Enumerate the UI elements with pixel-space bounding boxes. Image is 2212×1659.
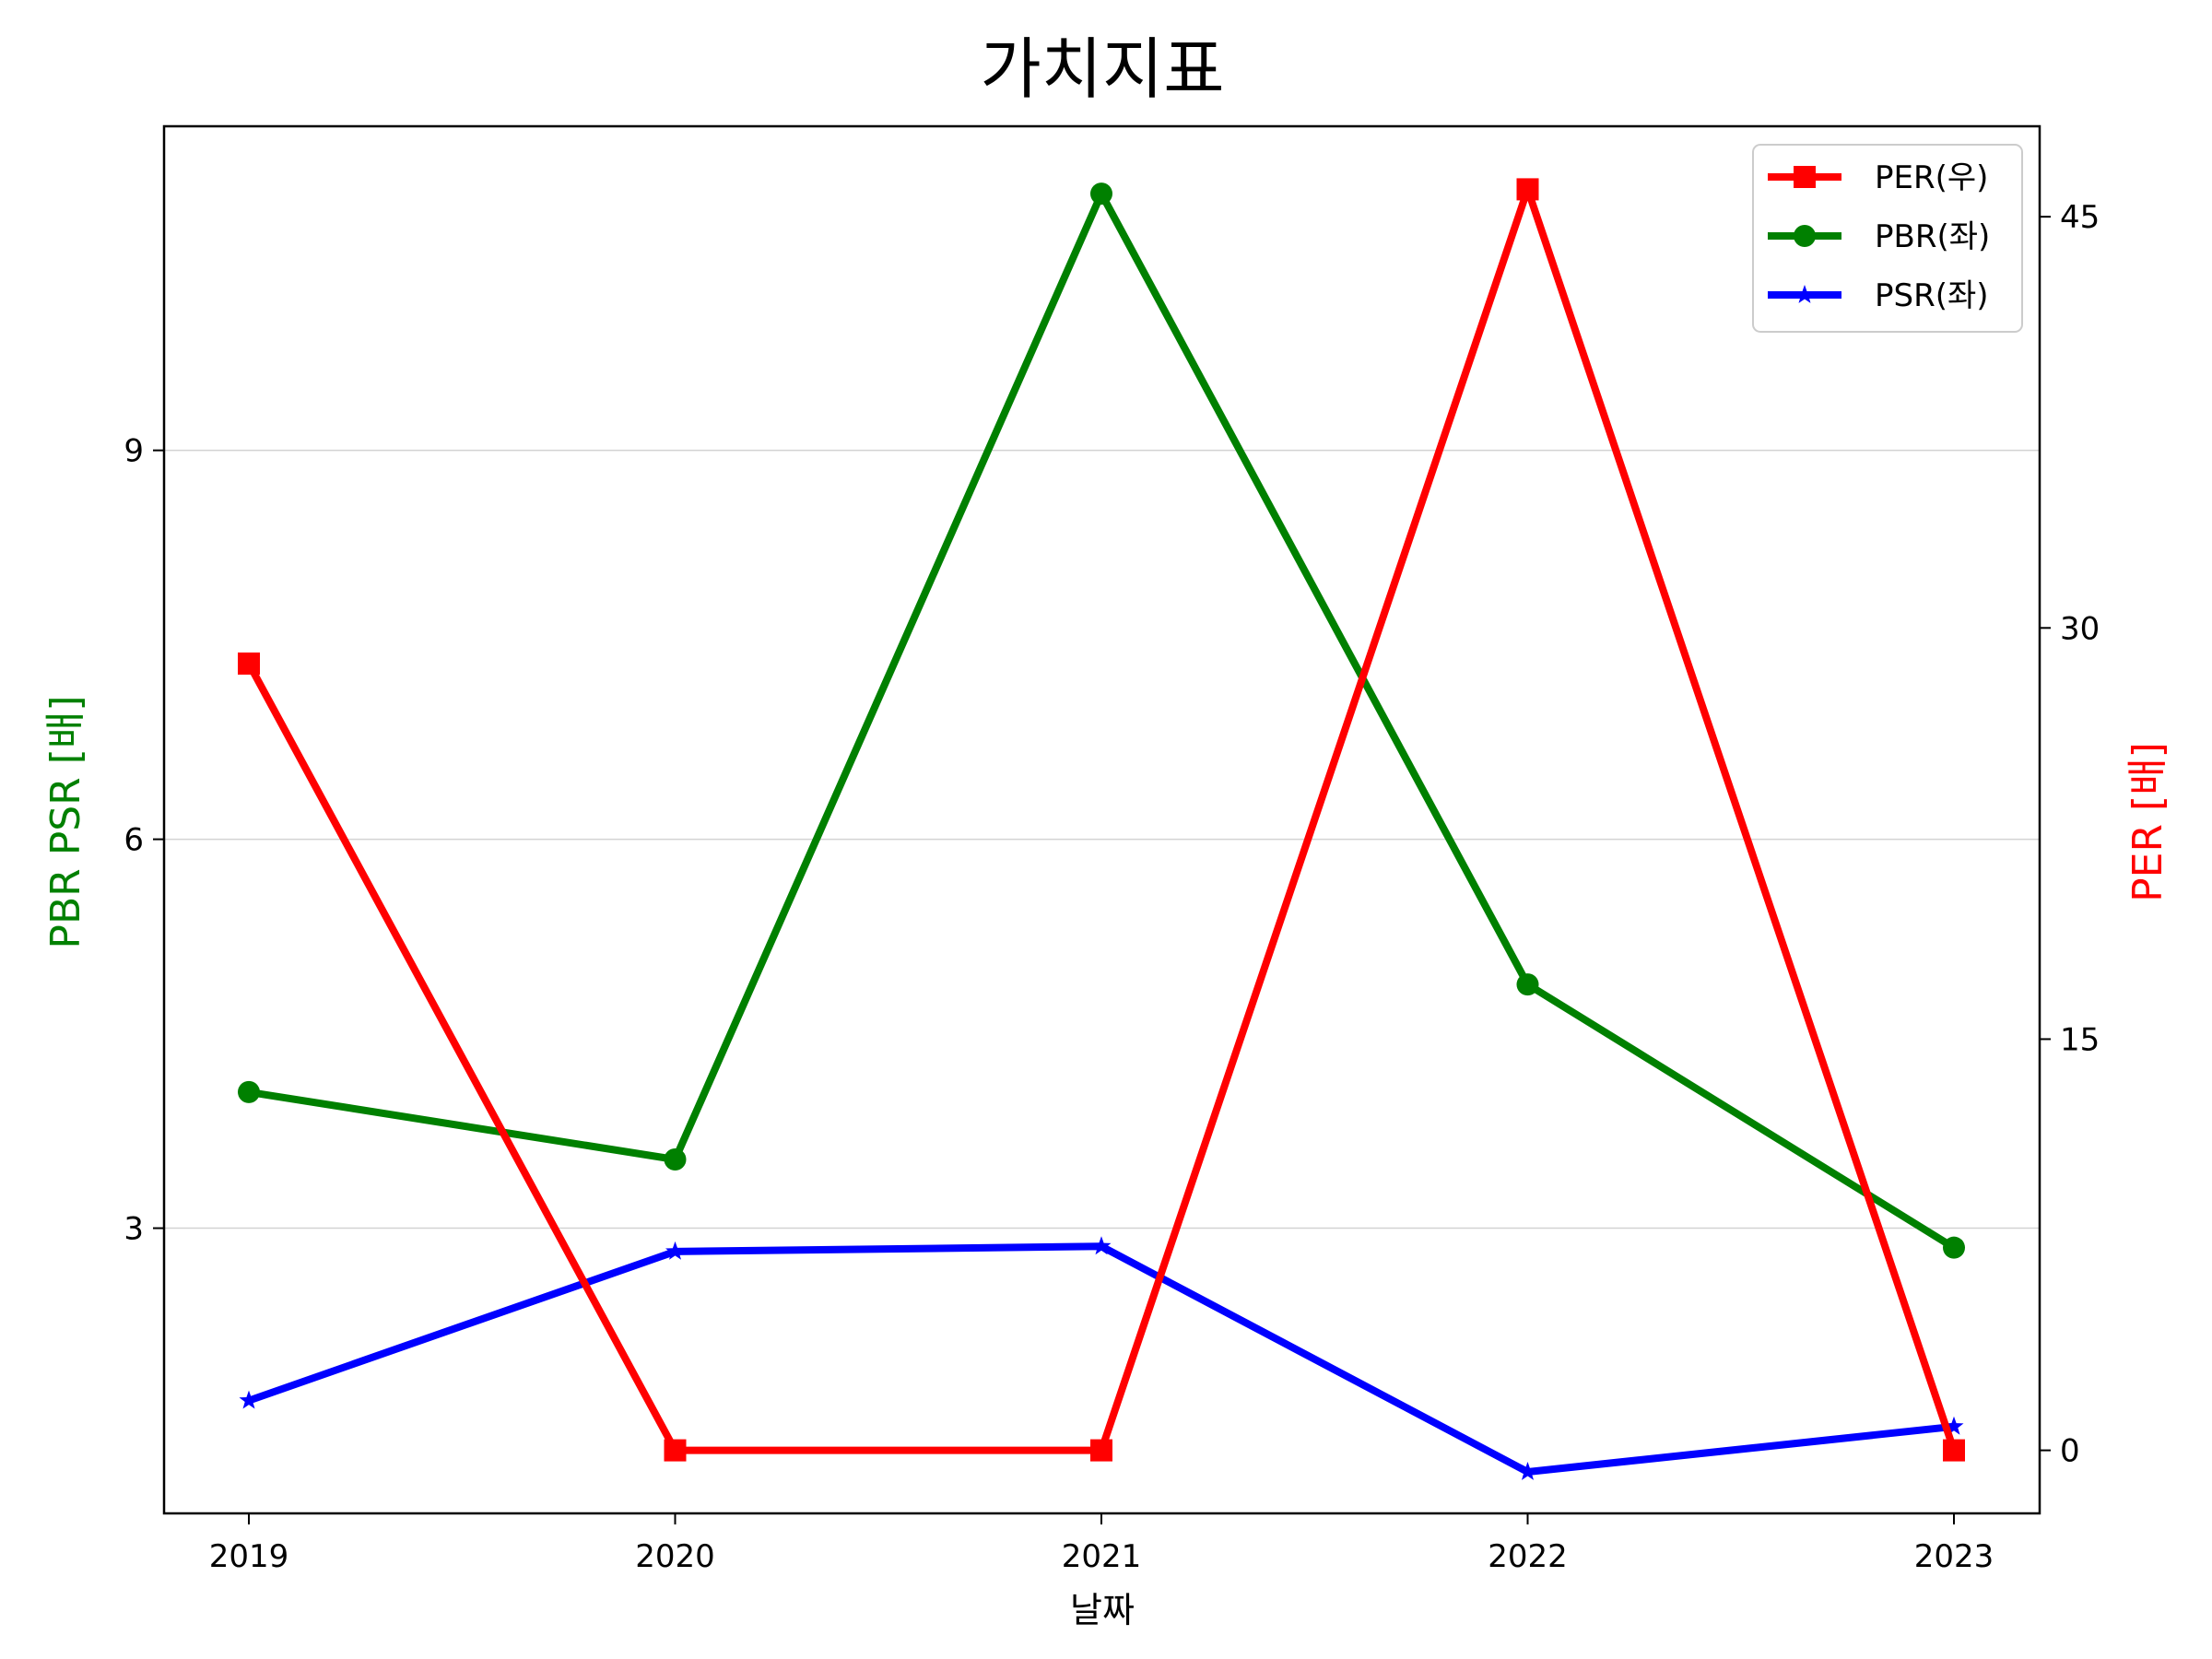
axes-layer: 3 6 9 0 15 30 45 2019 2020 2021 2022 2023 (124, 199, 2100, 1575)
x-tick-label: 2023 (1914, 1538, 1994, 1575)
x-tick-label: 2019 (209, 1538, 289, 1575)
data-point-pbr (1943, 1236, 1965, 1259)
data-point-pbr (664, 1148, 687, 1171)
grid-layer (164, 449, 2040, 1230)
data-point-psr (239, 1390, 259, 1409)
legend-label: PSR(좌) (1875, 277, 1989, 314)
series-line-psr (247, 1242, 1955, 1476)
x-axis-label: 날짜 (1070, 1590, 1135, 1630)
data-point-psr (1944, 1416, 1964, 1435)
legend-label: PER(우) (1875, 159, 1988, 196)
series-line-pbr (248, 190, 1957, 1252)
y-axis-right-label: PER [배] (2124, 742, 2171, 902)
y-left-tick-label: 9 (124, 433, 144, 470)
data-point-pbr (1090, 182, 1112, 206)
legend-item-psr: PSR(좌) (1768, 277, 1989, 314)
legend-item-per: PER(우) (1768, 159, 1988, 196)
legend-marker (1794, 166, 1816, 188)
series-psr (239, 1236, 1964, 1480)
data-point-psr (1091, 1236, 1112, 1255)
legend-label: PBR(좌) (1875, 218, 1990, 255)
x-tick-label: 2020 (635, 1538, 715, 1575)
data-point-per (1516, 178, 1539, 201)
y-right-tick-label: 45 (2060, 199, 2100, 236)
y-right-tick-label: 30 (2060, 610, 2100, 647)
series-pbr (238, 182, 1965, 1259)
series-per (238, 178, 1965, 1462)
data-point-psr (665, 1241, 685, 1260)
data-point-per (1090, 1439, 1112, 1462)
y-left-tick-label: 6 (124, 822, 144, 859)
legend-marker (1794, 225, 1816, 247)
plot-frame (162, 124, 2041, 1515)
data-point-per (664, 1439, 687, 1462)
y-right-tick-label: 15 (2060, 1021, 2100, 1058)
data-point-pbr (1516, 973, 1539, 996)
series-line-per (245, 185, 1958, 1454)
y-right-tick-label: 0 (2060, 1433, 2080, 1470)
y-axis-left-label: PBR PSR [배] (42, 695, 89, 948)
data-point-per (1943, 1439, 1965, 1462)
data-point-pbr (238, 1080, 260, 1103)
data-point-per (238, 652, 260, 675)
legend-marker (1794, 285, 1815, 303)
series-layer (238, 178, 1965, 1480)
x-tick-label: 2021 (1062, 1538, 1142, 1575)
data-point-psr (1518, 1462, 1537, 1480)
legend: PER(우) PBR(좌) PSR(좌) (1752, 144, 2023, 333)
legend-frame (1752, 144, 2023, 333)
legend-item-pbr: PBR(좌) (1768, 218, 1990, 255)
y-left-tick-label: 3 (124, 1211, 144, 1248)
x-tick-label: 2022 (1488, 1538, 1568, 1575)
chart-title: 가치지표 (981, 30, 1225, 108)
